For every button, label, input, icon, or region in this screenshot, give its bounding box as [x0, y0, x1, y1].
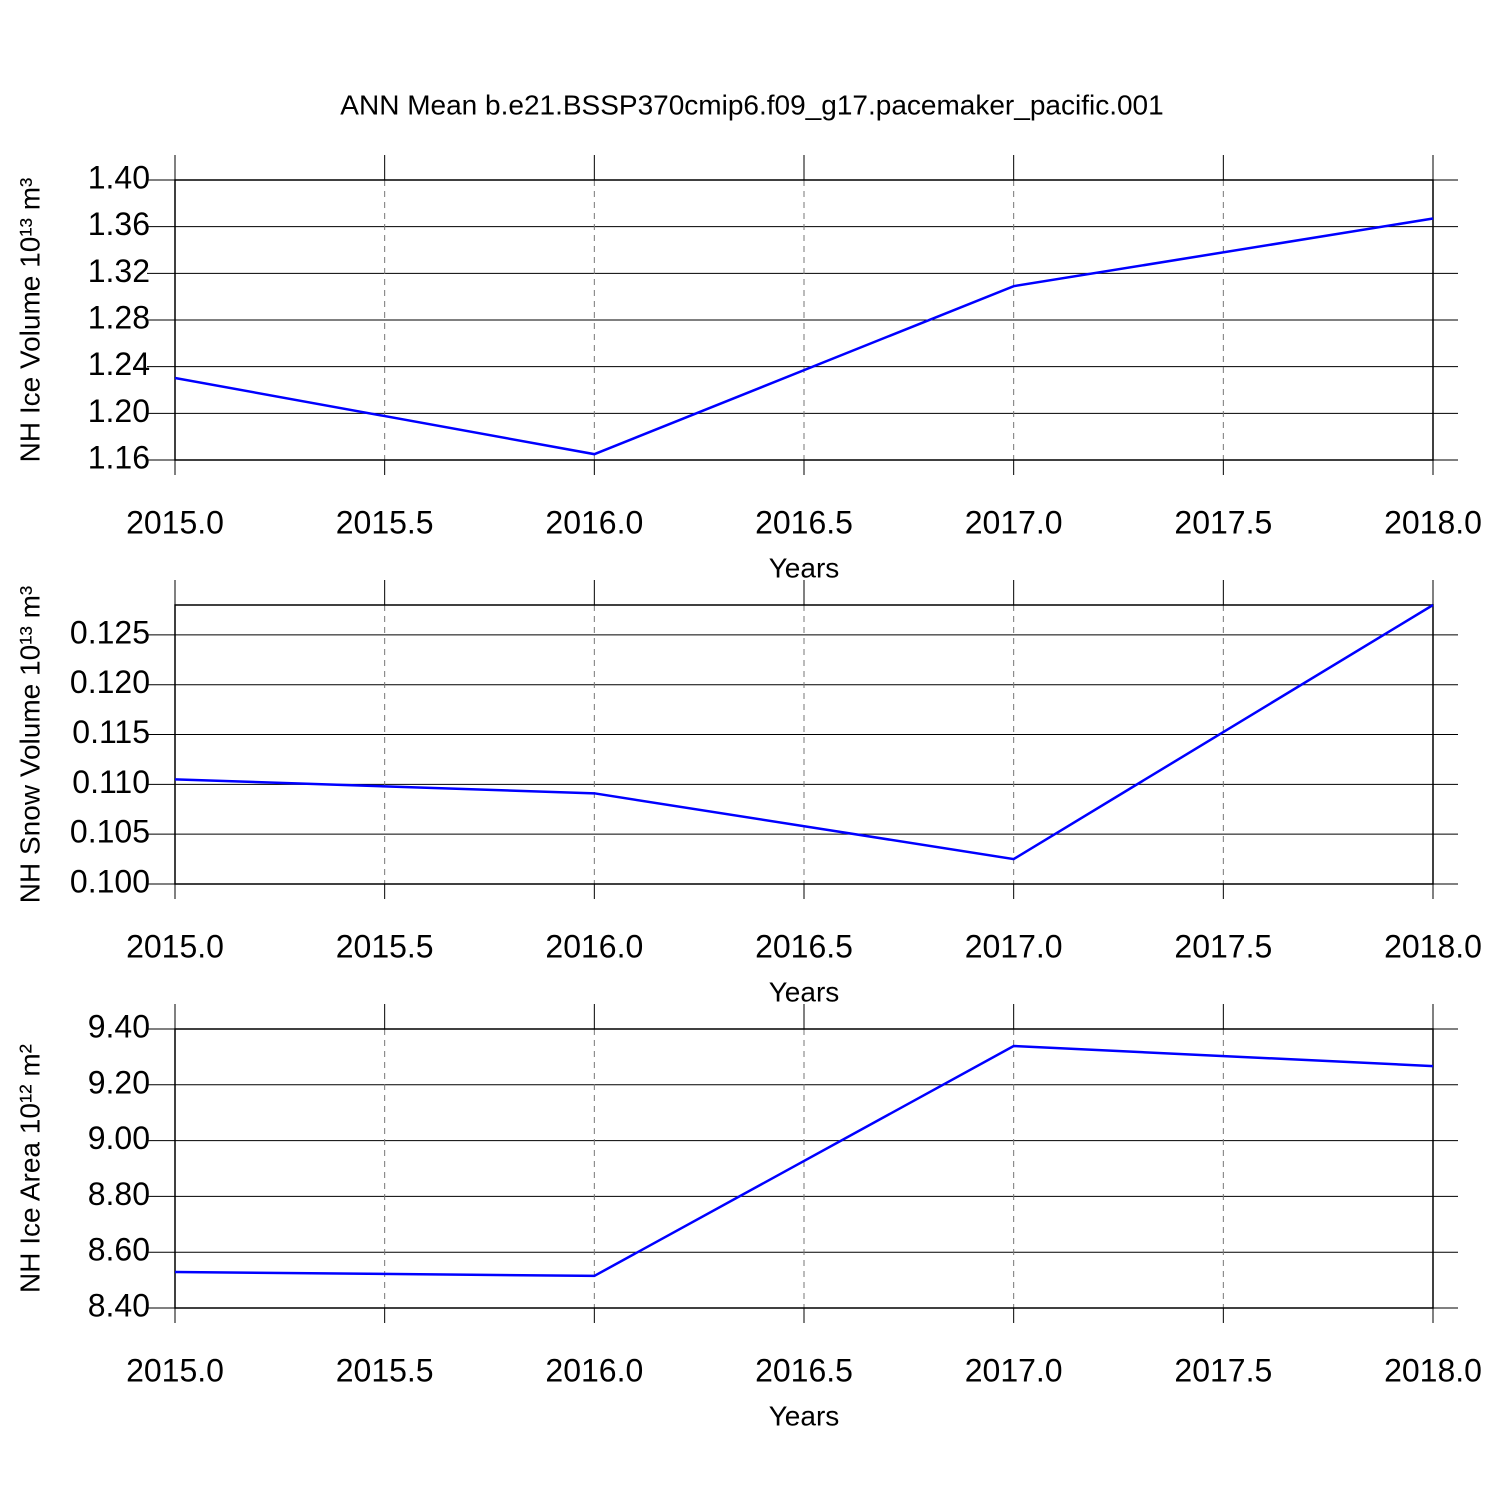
x-tick-label: 2017.0 — [965, 1352, 1063, 1388]
x-tick-label: 2017.5 — [1174, 928, 1272, 964]
x-tick-label: 2017.5 — [1174, 504, 1272, 540]
x-tick-label: 2018.0 — [1384, 504, 1482, 540]
x-tick-label: 2016.0 — [545, 1352, 643, 1388]
y-tick-label: 1.16 — [88, 439, 150, 475]
y-axis-label: NH Snow Volume 10¹³ m³ — [14, 586, 45, 903]
x-tick-label: 2015.5 — [336, 504, 434, 540]
y-tick-label: 9.20 — [88, 1064, 150, 1100]
plot-frame — [174, 604, 1434, 885]
y-tick-label: 0.110 — [72, 764, 150, 800]
plot-frame — [174, 179, 1434, 461]
y-tick-label: 0.100 — [70, 863, 150, 899]
y-tick-label: 9.40 — [88, 1008, 150, 1044]
y-tick-label: 0.115 — [72, 714, 150, 750]
x-tick-label: 2016.5 — [755, 928, 853, 964]
y-tick-label: 1.32 — [88, 253, 150, 289]
y-tick-label: 0.105 — [70, 814, 150, 850]
x-axis-label: Years — [769, 1400, 840, 1431]
y-tick-label: 1.20 — [88, 393, 150, 429]
x-tick-label: 2015.0 — [126, 928, 224, 964]
y-tick-label: 9.00 — [88, 1120, 150, 1156]
x-tick-label: 2015.5 — [336, 1352, 434, 1388]
x-tick-label: 2017.0 — [965, 928, 1063, 964]
x-axis-label: Years — [769, 552, 840, 583]
x-tick-label: 2015.0 — [126, 504, 224, 540]
x-tick-label: 2017.0 — [965, 504, 1063, 540]
y-tick-label: 1.40 — [88, 159, 150, 195]
y-tick-label: 0.120 — [70, 664, 150, 700]
y-tick-label: 1.24 — [88, 346, 150, 382]
y-tick-label: 8.40 — [88, 1287, 150, 1323]
data-line — [174, 603, 1434, 861]
x-tick-label: 2015.5 — [336, 928, 434, 964]
y-axis-label: NH Ice Area 10¹² m² — [14, 1044, 45, 1293]
data-line — [174, 217, 1434, 456]
x-tick-label: 2016.0 — [545, 928, 643, 964]
x-tick-label: 2016.0 — [545, 504, 643, 540]
data-line — [174, 1044, 1434, 1278]
x-tick-label: 2017.5 — [1174, 1352, 1272, 1388]
y-tick-label: 1.36 — [88, 206, 150, 242]
x-tick-label: 2018.0 — [1384, 928, 1482, 964]
x-tick-label: 2018.0 — [1384, 1352, 1482, 1388]
plot-frame — [174, 1028, 1434, 1309]
y-tick-label: 0.125 — [70, 614, 150, 650]
y-tick-label: 8.80 — [88, 1176, 150, 1212]
x-tick-label: 2016.5 — [755, 504, 853, 540]
x-tick-label: 2016.5 — [755, 1352, 853, 1388]
y-tick-label: 1.28 — [88, 299, 150, 335]
y-tick-label: 8.60 — [88, 1232, 150, 1268]
chart-title: ANN Mean b.e21.BSSP370cmip6.f09_g17.pace… — [340, 89, 1163, 120]
x-axis-label: Years — [769, 976, 840, 1007]
y-axis-label: NH Ice Volume 10¹³ m³ — [14, 178, 45, 463]
x-tick-label: 2015.0 — [126, 1352, 224, 1388]
